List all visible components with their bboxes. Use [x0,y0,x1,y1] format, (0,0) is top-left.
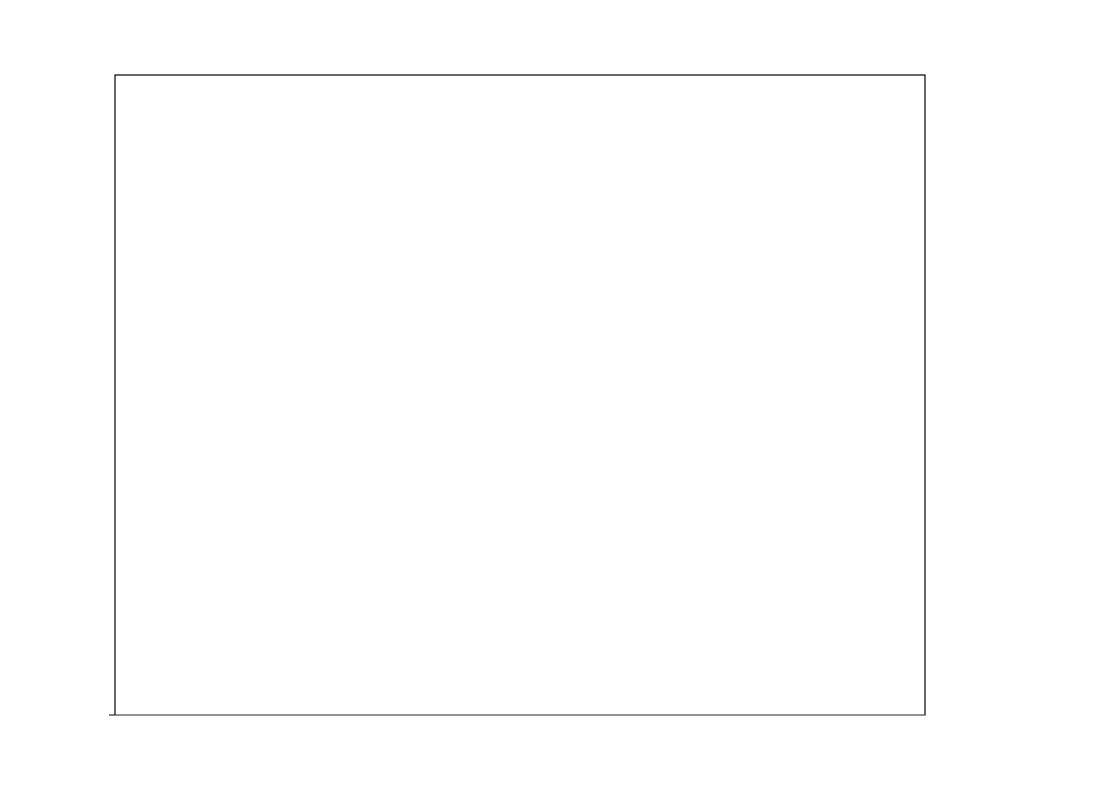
enso-plume-chart [0,0,1100,800]
